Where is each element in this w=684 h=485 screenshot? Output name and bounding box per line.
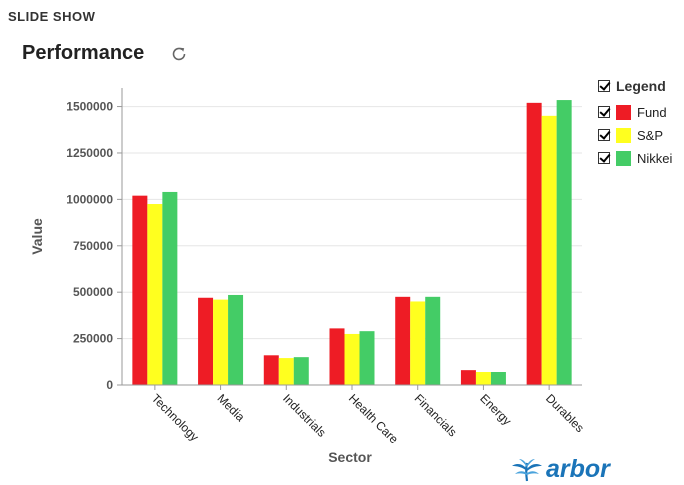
legend-item-fund[interactable]: Fund bbox=[598, 104, 672, 120]
legend: Legend Fund S&P Nikkei bbox=[598, 78, 672, 173]
bar-sp-financials[interactable] bbox=[410, 301, 426, 385]
x-tick-label: Industrials bbox=[280, 391, 329, 440]
bar-nikkei-industrials[interactable] bbox=[293, 357, 309, 385]
legend-title-row: Legend bbox=[598, 78, 672, 94]
x-axis-label: Sector bbox=[328, 449, 372, 465]
nikkei-checkbox[interactable] bbox=[598, 152, 610, 164]
nikkei-swatch bbox=[616, 150, 631, 166]
slide-show-label: SLIDE SHOW bbox=[8, 9, 96, 24]
bar-nikkei-health-care[interactable] bbox=[359, 331, 375, 385]
legend-item-sp[interactable]: S&P bbox=[598, 127, 672, 143]
y-tick-label: 500000 bbox=[73, 285, 113, 299]
x-tick-label: Financials bbox=[412, 391, 460, 439]
refresh-icon bbox=[172, 47, 186, 60]
x-tick-label: Energy bbox=[477, 391, 514, 428]
legend-label-sp: S&P bbox=[637, 127, 664, 143]
y-tick-label: 0 bbox=[106, 378, 113, 392]
bar-nikkei-energy[interactable] bbox=[490, 372, 506, 385]
y-axis-label: Value bbox=[29, 218, 45, 255]
legend-label-fund: Fund bbox=[637, 104, 667, 120]
bar-fund-energy[interactable] bbox=[460, 370, 476, 385]
bars bbox=[132, 100, 572, 386]
bar-sp-durables[interactable] bbox=[541, 115, 557, 385]
y-tick-label: 1000000 bbox=[66, 192, 113, 206]
page-title: Performance bbox=[22, 42, 145, 64]
grid-lines bbox=[122, 106, 582, 340]
bar-nikkei-financials[interactable] bbox=[425, 296, 441, 385]
bar-sp-industrials[interactable] bbox=[278, 358, 294, 385]
bar-fund-technology[interactable] bbox=[132, 195, 148, 385]
arbor-logo: arbor bbox=[510, 455, 610, 484]
bar-chart: 0 250000 500000 750000 1000000 1250000 1500000… bbox=[29, 88, 587, 465]
fund-checkbox[interactable] bbox=[598, 106, 610, 118]
y-tick-label: 250000 bbox=[73, 332, 113, 346]
bar-nikkei-media[interactable] bbox=[228, 294, 244, 385]
x-tick-label: Health Care bbox=[346, 391, 401, 446]
bar-fund-durables[interactable] bbox=[526, 102, 542, 385]
bar-nikkei-durables[interactable] bbox=[556, 100, 572, 386]
bar-nikkei-technology[interactable] bbox=[162, 191, 178, 385]
bar-sp-health-care[interactable] bbox=[344, 333, 360, 385]
x-tick-label: Technology bbox=[149, 391, 202, 444]
title-row: Performance bbox=[22, 42, 190, 65]
arbor-logo-text: arbor bbox=[546, 455, 610, 483]
sp-swatch bbox=[616, 127, 631, 143]
bar-sp-technology[interactable] bbox=[147, 204, 163, 385]
fund-swatch bbox=[616, 104, 631, 120]
bar-sp-media[interactable] bbox=[213, 299, 229, 385]
bar-fund-media[interactable] bbox=[198, 297, 214, 385]
arbor-logo-icon bbox=[512, 458, 542, 481]
x-tick-label: Media bbox=[214, 391, 247, 424]
legend-label-nikkei: Nikkei bbox=[637, 150, 673, 166]
bar-sp-energy[interactable] bbox=[475, 372, 491, 385]
legend-item-nikkei[interactable]: Nikkei bbox=[598, 150, 672, 166]
x-tick-label: Durables bbox=[543, 391, 587, 435]
bar-fund-financials[interactable] bbox=[395, 296, 411, 385]
y-tick-label: 1500000 bbox=[66, 100, 113, 114]
bar-fund-industrials[interactable] bbox=[263, 355, 279, 385]
sp-checkbox[interactable] bbox=[598, 129, 610, 141]
legend-toggle-checkbox[interactable] bbox=[598, 80, 610, 92]
y-tick-label: 1250000 bbox=[66, 146, 113, 160]
bar-fund-health-care[interactable] bbox=[329, 328, 345, 385]
refresh-button[interactable] bbox=[168, 43, 190, 65]
legend-title: Legend bbox=[616, 78, 666, 94]
y-tick-label: 750000 bbox=[73, 239, 113, 253]
